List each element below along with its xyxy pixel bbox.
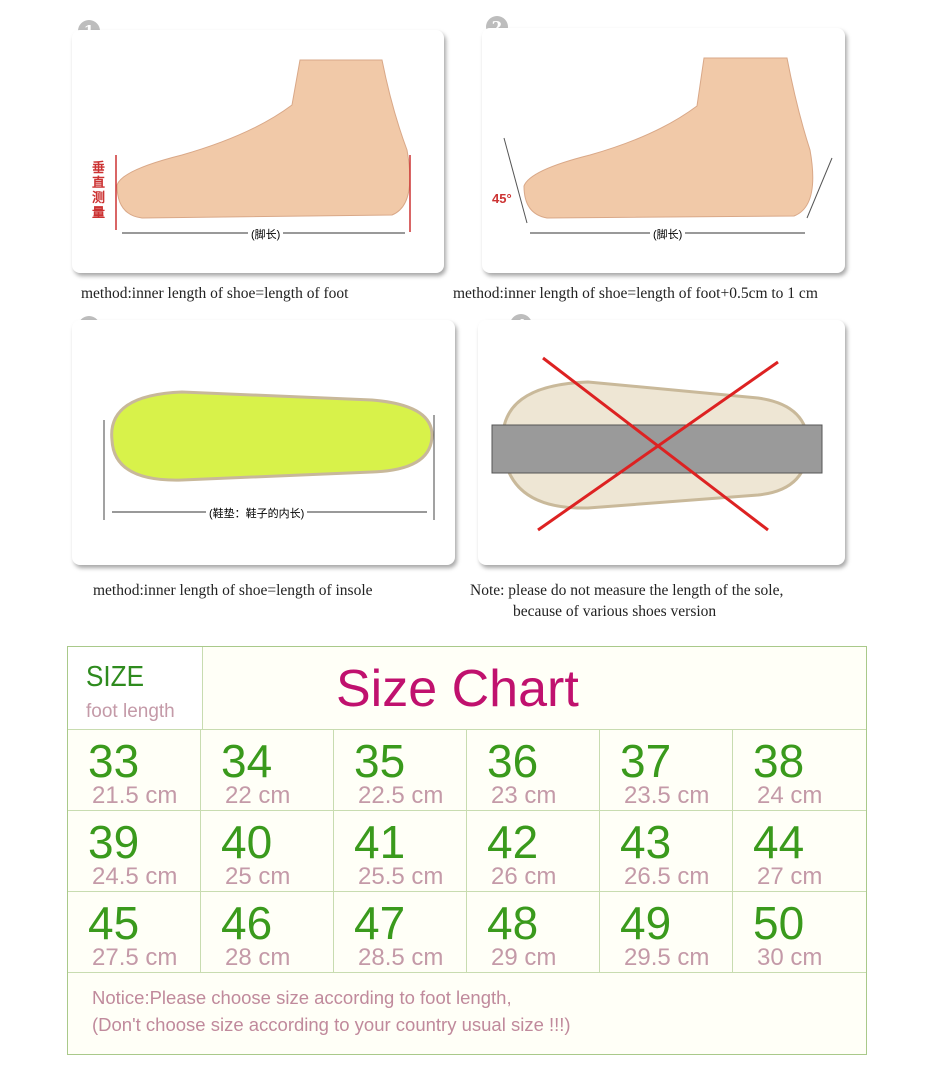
foot-length-value: 25 cm	[225, 863, 291, 890]
foot-length-value: 24 cm	[757, 782, 823, 809]
size-cell: 47 28.5 cm	[334, 892, 467, 973]
cross-icon	[542, 356, 769, 532]
size-cell: 36 23 cm	[467, 730, 600, 811]
foot-length-value: 28.5 cm	[358, 944, 444, 971]
eu-size: 42	[487, 816, 539, 868]
size-cell: 49 29.5 cm	[600, 892, 733, 973]
divider	[68, 729, 866, 730]
eu-size: 37	[620, 735, 672, 787]
size-cell: 34 22 cm	[201, 730, 334, 811]
foot-illustration	[115, 59, 411, 234]
size-cell: 46 28 cm	[201, 892, 334, 973]
foot-length-value: 27 cm	[757, 863, 823, 890]
step-4-caption-line-2: because of various shoes version	[513, 603, 717, 620]
divider	[68, 891, 866, 892]
foot-length-value: 29 cm	[491, 944, 557, 971]
foot-length-value: 22 cm	[225, 782, 291, 809]
foot-length-value: 23.5 cm	[624, 782, 710, 809]
foot-length-value: 25.5 cm	[358, 863, 444, 890]
step-4-caption-line-1: Note: please do not measure the length o…	[470, 582, 784, 599]
foot-length-value: 27.5 cm	[92, 944, 178, 971]
header-label-cell: SIZE foot length	[68, 647, 203, 729]
size-cell: 41 25.5 cm	[334, 811, 467, 892]
size-cell: 37 23.5 cm	[600, 730, 733, 811]
eu-size: 41	[354, 816, 406, 868]
length-label: (鞋垫：鞋子的内长)	[206, 505, 308, 521]
eu-size: 36	[487, 735, 539, 787]
insole-measure-panel: (鞋垫：鞋子的内长)	[72, 320, 455, 565]
eu-size: 38	[753, 735, 805, 787]
size-cell: 39 24.5 cm	[68, 811, 201, 892]
length-label: (脚长)	[650, 226, 686, 242]
eu-size: 47	[354, 897, 406, 949]
size-cell: 33 21.5 cm	[68, 730, 201, 811]
eu-size: 34	[221, 735, 273, 787]
foot-length-value: 28 cm	[225, 944, 291, 971]
eu-size: 35	[354, 735, 406, 787]
divider	[68, 972, 866, 973]
foot-illustration	[503, 57, 833, 234]
size-cell: 48 29 cm	[467, 892, 600, 973]
size-cell: 50 30 cm	[733, 892, 866, 973]
foot-length-value: 21.5 cm	[92, 782, 178, 809]
eu-size: 49	[620, 897, 672, 949]
eu-size: 44	[753, 816, 805, 868]
foot-length-value: 26.5 cm	[624, 863, 710, 890]
angle-label: 45°	[492, 191, 512, 206]
ruler-icon	[491, 424, 823, 474]
size-chart-title: Size Chart	[336, 660, 579, 718]
step-1-caption: method:inner length of shoe=length of fo…	[81, 285, 349, 302]
length-label: (脚长)	[248, 226, 284, 242]
sole-wrong-panel	[478, 320, 845, 565]
foot-length-value: 24.5 cm	[92, 863, 178, 890]
foot-length-value: 23 cm	[491, 782, 557, 809]
size-cell: 43 26.5 cm	[600, 811, 733, 892]
notice-line-1: Notice:Please choose size according to f…	[92, 987, 512, 1008]
foot-length-value: 22.5 cm	[358, 782, 444, 809]
eu-size: 50	[753, 897, 805, 949]
eu-size: 45	[88, 897, 140, 949]
notice-line-2: (Don't choose size according to your cou…	[92, 1014, 571, 1035]
eu-size: 39	[88, 816, 140, 868]
foot-length-label: foot length	[86, 701, 175, 722]
divider	[68, 810, 866, 811]
sole-illustration	[491, 356, 823, 532]
eu-size: 48	[487, 897, 539, 949]
size-cell: 44 27 cm	[733, 811, 866, 892]
foot-measure-panel-2: 45° (脚长)	[482, 28, 845, 273]
size-label: SIZE	[86, 661, 145, 693]
step-2-caption: method:inner length of shoe=length of fo…	[453, 285, 818, 302]
foot-measure-panel-1: 垂直测量 (脚长)	[72, 30, 444, 273]
size-chart-table: SIZE foot length Size Chart 33 21.5 cm 34 2…	[67, 646, 867, 1055]
eu-size: 43	[620, 816, 672, 868]
foot-length-value: 26 cm	[491, 863, 557, 890]
eu-size: 46	[221, 897, 273, 949]
size-cell: 40 25 cm	[201, 811, 334, 892]
size-cell: 45 27.5 cm	[68, 892, 201, 973]
size-cell: 38 24 cm	[733, 730, 866, 811]
foot-length-value: 29.5 cm	[624, 944, 710, 971]
size-cell: 42 26 cm	[467, 811, 600, 892]
eu-size: 33	[88, 735, 140, 787]
size-cell: 35 22.5 cm	[334, 730, 467, 811]
vertical-measure-label: 垂直测量	[92, 160, 106, 220]
eu-size: 40	[221, 816, 273, 868]
foot-length-value: 30 cm	[757, 944, 823, 971]
step-3-caption: method:inner length of shoe=length of in…	[93, 582, 373, 599]
insole-illustration	[103, 390, 435, 520]
